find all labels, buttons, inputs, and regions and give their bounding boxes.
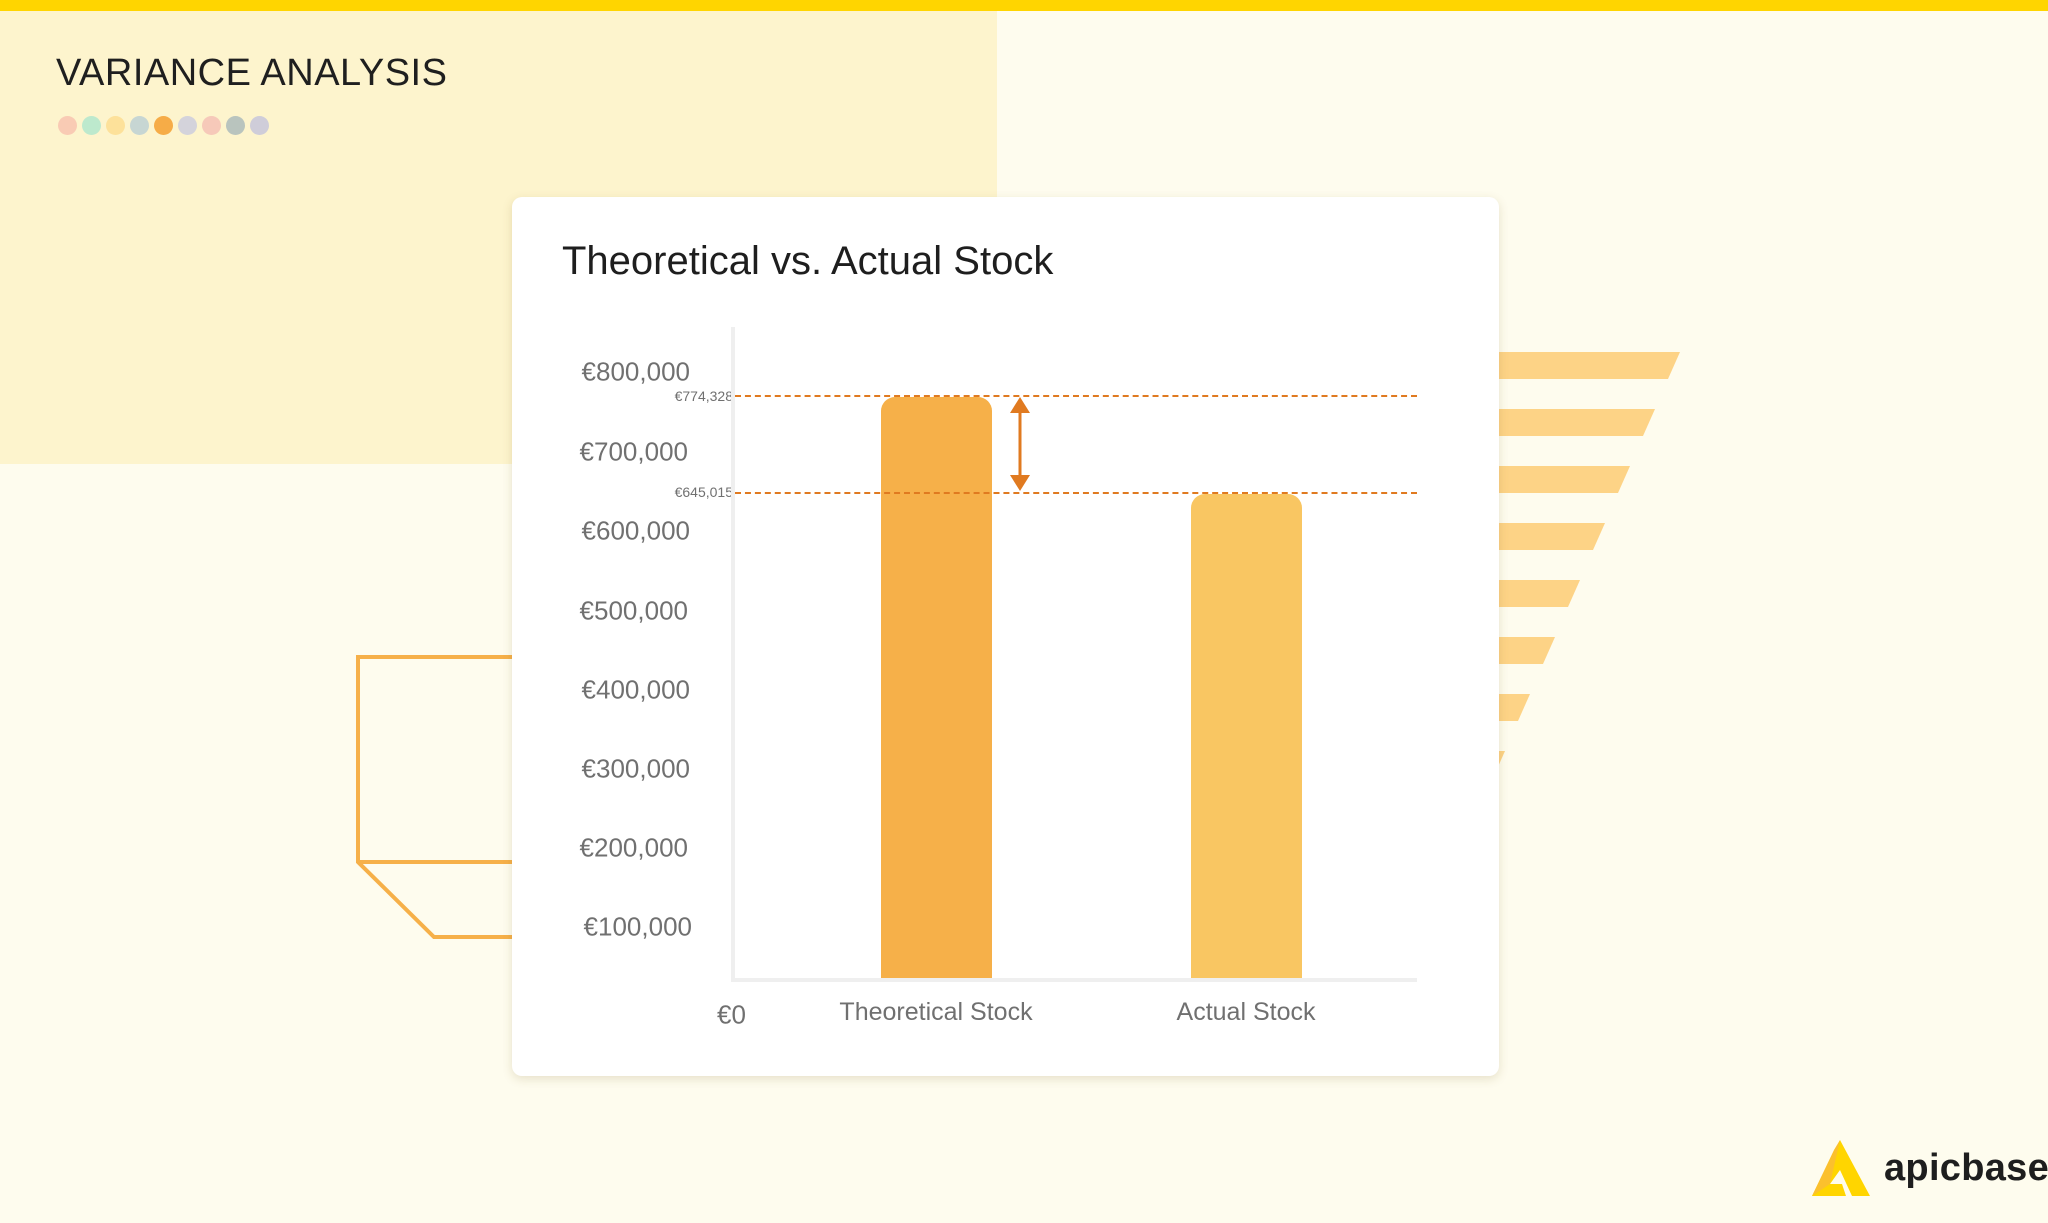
y-axis-labels: €800,000 €700,000 €600,000 €500,000 €400… bbox=[512, 197, 692, 1076]
decorative-stripe bbox=[1480, 523, 1605, 550]
apicbase-logo-icon bbox=[1812, 1140, 1870, 1196]
bar-actual-stock[interactable] bbox=[1191, 494, 1302, 978]
palette-dot bbox=[82, 116, 101, 135]
y-tick-700000: €700,000 bbox=[579, 436, 688, 467]
x-label-theoretical-stock: Theoretical Stock bbox=[839, 998, 1033, 1026]
y-tick-400000: €400,000 bbox=[581, 674, 690, 705]
reference-line-theoretical bbox=[735, 395, 1417, 397]
y-tick-0: €0 bbox=[717, 999, 746, 1030]
reference-line-actual bbox=[735, 492, 1417, 494]
palette-dot bbox=[226, 116, 245, 135]
palette-dot bbox=[58, 116, 77, 135]
x-label-actual-stock: Actual Stock bbox=[1176, 998, 1316, 1026]
y-tick-800000: €800,000 bbox=[581, 356, 690, 387]
y-tick-100000: €100,000 bbox=[583, 911, 692, 942]
palette-dot bbox=[106, 116, 125, 135]
decorative-stripe bbox=[1480, 352, 1680, 379]
bar-theoretical-stock[interactable] bbox=[881, 397, 992, 978]
palette-dot bbox=[130, 116, 149, 135]
x-axis-line bbox=[731, 978, 1417, 982]
page-title: VARIANCE ANALYSIS bbox=[56, 52, 448, 94]
y-tick-300000: €300,000 bbox=[581, 753, 690, 784]
decorative-stripe bbox=[1480, 466, 1630, 493]
brand-name: apicbase bbox=[1884, 1146, 2048, 1189]
chart-card: Theoretical vs. Actual Stock €800,000 €7… bbox=[512, 197, 1499, 1076]
y-tick-600000: €600,000 bbox=[581, 515, 690, 546]
reference-label-theoretical: €774,328 bbox=[674, 388, 733, 404]
brand-logo: apicbase bbox=[1812, 1140, 2048, 1196]
palette-dot bbox=[250, 116, 269, 135]
palette-dot bbox=[154, 116, 173, 135]
palette-dots bbox=[58, 116, 269, 135]
y-tick-500000: €500,000 bbox=[579, 595, 688, 626]
palette-dot bbox=[178, 116, 197, 135]
palette-dot bbox=[202, 116, 221, 135]
decorative-stripe bbox=[1480, 409, 1655, 436]
top-accent-bar bbox=[0, 0, 2048, 11]
reference-label-actual: €645,015 bbox=[674, 484, 733, 500]
variance-arrow-icon bbox=[1010, 397, 1030, 491]
y-tick-200000: €200,000 bbox=[579, 832, 688, 863]
chart-title: Theoretical vs. Actual Stock bbox=[562, 239, 1054, 283]
y-axis-line bbox=[731, 327, 735, 982]
